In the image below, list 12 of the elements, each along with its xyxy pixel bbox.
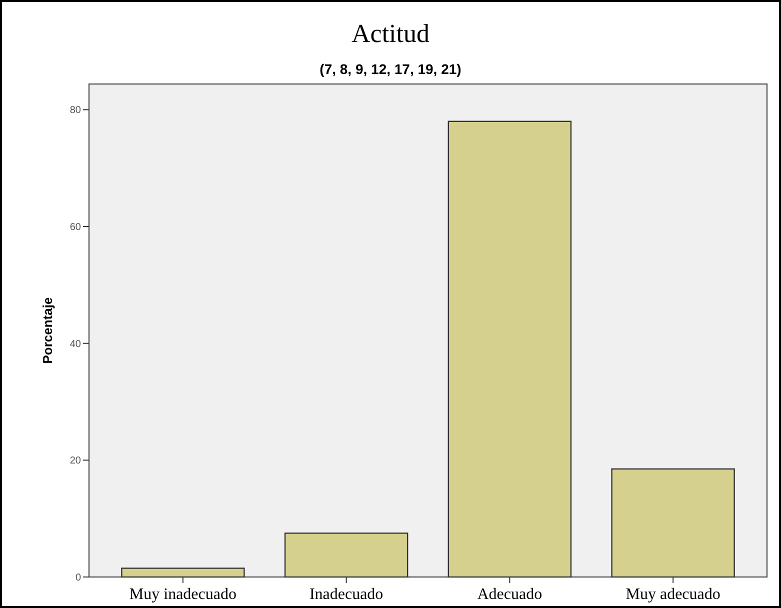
x-tick-label: Inadecuado	[309, 586, 384, 603]
y-tick-label: 40	[70, 338, 82, 350]
y-axis-title: Porcentaje	[40, 297, 55, 364]
y-tick-label: 60	[70, 222, 82, 234]
chart-title: Actitud	[352, 19, 430, 48]
y-tick-label: 20	[70, 456, 82, 467]
x-tick-label: Muy inadecuado	[129, 586, 236, 603]
x-tick-label: Muy adecuado	[626, 586, 720, 603]
y-tick-label: 0	[75, 572, 82, 584]
x-tick-label: Adecuado	[477, 586, 542, 603]
chart-subtitle: (7, 8, 9, 12, 17, 19, 21)	[320, 61, 462, 77]
y-tick-label: 80	[70, 105, 82, 116]
